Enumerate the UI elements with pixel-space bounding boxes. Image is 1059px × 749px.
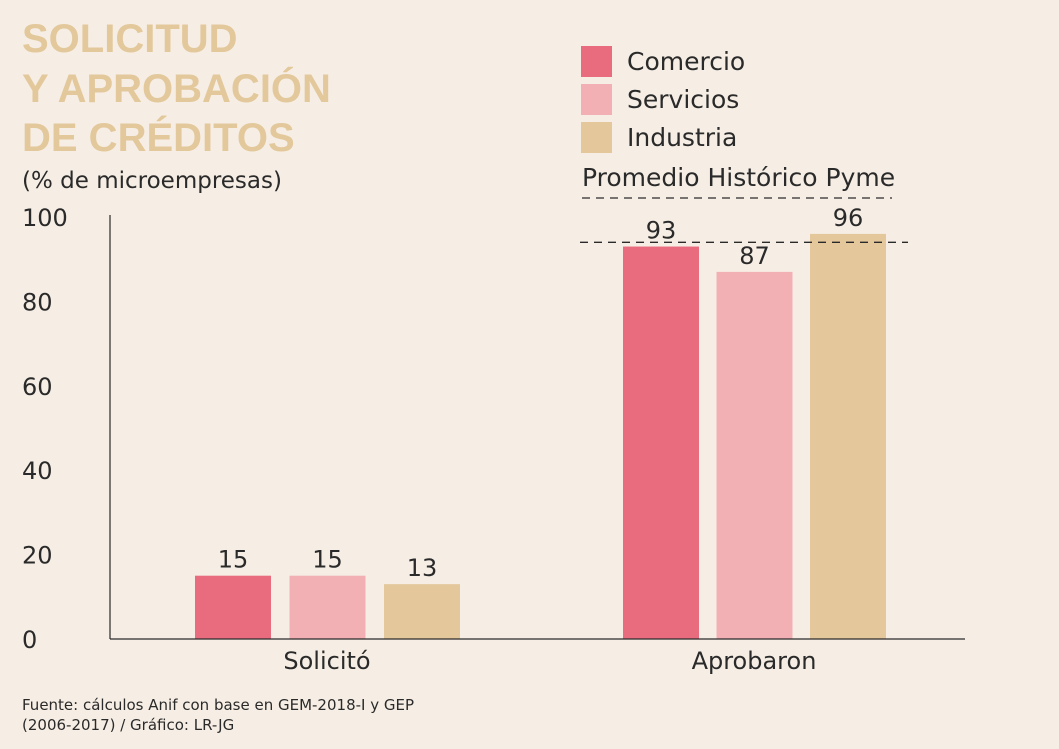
legend-label-reference: Promedio Histórico Pyme — [582, 163, 895, 192]
bar-industria-1 — [810, 233, 886, 639]
y-tick-label: 0 — [22, 626, 37, 654]
y-tick-label: 60 — [22, 373, 53, 401]
bar-industria-0 — [384, 584, 460, 639]
y-tick-label: 100 — [22, 204, 68, 232]
data-label: 15 — [218, 546, 249, 574]
y-axis: 0 20 40 60 80 100 — [22, 204, 111, 654]
y-tick-label: 80 — [22, 288, 53, 316]
legend-label-comercio: Comercio — [627, 47, 745, 76]
x-tick-label: Solicitó — [283, 647, 370, 675]
legend-swatch-servicios — [581, 84, 612, 115]
legend-label-servicios: Servicios — [627, 85, 739, 114]
y-tick-label: 40 — [22, 457, 53, 485]
data-label: 15 — [312, 546, 343, 574]
data-label: 13 — [407, 554, 438, 582]
chart-title-line-1: SOLICITUD — [22, 17, 238, 61]
chart-subtitle: (% de microempresas) — [22, 168, 282, 194]
bar-servicios-0 — [289, 575, 366, 639]
bars: 15 15 13 93 87 96 — [195, 204, 908, 640]
source-line-1: Fuente: cálculos Anif con base en GEM-20… — [22, 696, 414, 714]
source-line-2: (2006-2017) / Gráfico: LR-JG — [22, 716, 234, 734]
y-tick-label: 20 — [22, 542, 53, 570]
bar-servicios-1 — [716, 271, 793, 639]
legend: Comercio Servicios Industria Promedio Histó… — [581, 46, 895, 199]
chart-title-line-2: Y APROBACIÓN — [22, 65, 331, 111]
data-label: 93 — [646, 217, 677, 245]
bar-comercio-0 — [195, 575, 271, 639]
x-axis: Solicitó Aprobaron — [110, 638, 965, 675]
data-label: 87 — [739, 242, 770, 270]
legend-swatch-comercio — [581, 46, 612, 77]
data-label: 96 — [833, 204, 864, 232]
legend-label-industria: Industria — [627, 123, 737, 152]
bar-comercio-1 — [623, 246, 699, 640]
x-tick-label: Aprobaron — [692, 647, 817, 675]
chart-title-line-3: DE CRÉDITOS — [22, 115, 295, 160]
legend-swatch-industria — [581, 122, 612, 153]
